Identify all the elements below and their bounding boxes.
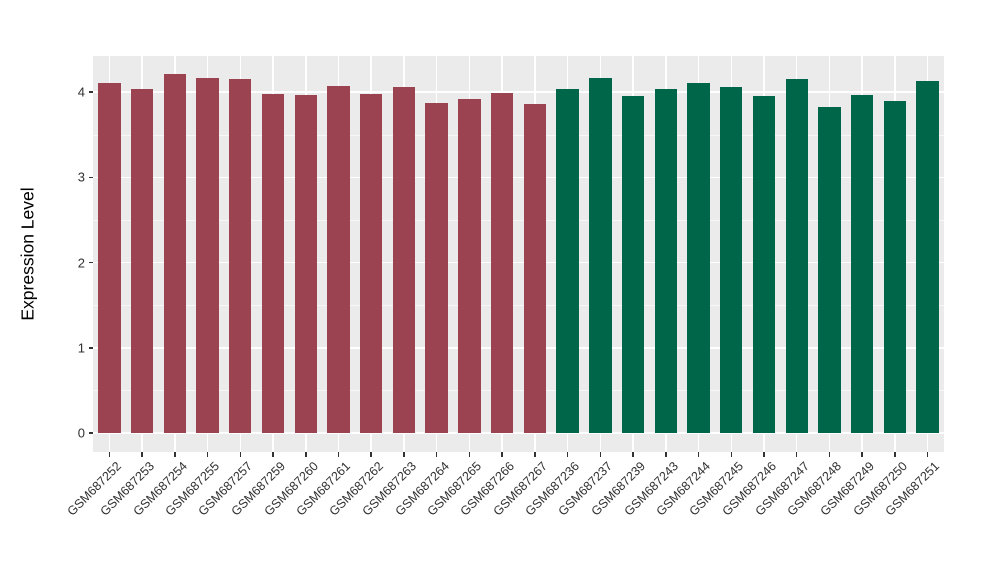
x-tick-GSM687261 xyxy=(337,452,340,457)
x-tick-GSM687264 xyxy=(435,452,438,457)
x-tick-GSM687259 xyxy=(272,452,274,457)
bar-GSM687237 xyxy=(589,77,612,433)
gridline-minor-3.5 xyxy=(93,134,944,136)
x-tick-GSM687265 xyxy=(468,452,471,457)
x-tick-GSM687243 xyxy=(665,452,667,457)
y-tick-label-3: 3 xyxy=(77,169,85,185)
bar-GSM687253 xyxy=(130,89,154,433)
y-tick-1 xyxy=(88,347,93,349)
bar-GSM687259 xyxy=(261,93,285,433)
y-tick-label-2: 2 xyxy=(77,255,85,270)
x-tick-GSM687248 xyxy=(828,452,831,457)
bar-GSM687261 xyxy=(327,86,350,433)
bar-GSM687247 xyxy=(785,79,808,433)
bar-GSM687263 xyxy=(392,86,416,433)
gridline-minor-0.5 xyxy=(93,390,944,392)
x-tick-GSM687236 xyxy=(566,452,569,457)
y-tick-label-4: 4 xyxy=(77,84,85,100)
x-tick-GSM687253 xyxy=(141,452,143,457)
bar-GSM687262 xyxy=(360,93,383,433)
bar-GSM687264 xyxy=(425,103,448,433)
x-tick-GSM687252 xyxy=(108,452,111,457)
y-tick-4 xyxy=(88,91,93,93)
bar-GSM687246 xyxy=(752,96,776,433)
gridline-major-2 xyxy=(93,261,944,264)
x-tick-GSM687249 xyxy=(861,452,863,457)
y-tick-2 xyxy=(88,261,93,264)
x-tick-GSM687239 xyxy=(632,452,634,457)
bar-GSM687266 xyxy=(490,92,514,433)
y-tick-0 xyxy=(88,432,93,434)
x-tick-GSM687251 xyxy=(926,452,929,457)
gridline-major-0 xyxy=(93,432,944,434)
y-axis-title: Expression Level xyxy=(17,187,38,321)
x-tick-GSM687245 xyxy=(730,452,732,457)
gridline-major-3 xyxy=(93,176,944,178)
bar-GSM687254 xyxy=(163,74,187,433)
bar-GSM687267 xyxy=(523,103,547,433)
y-tick-3 xyxy=(88,176,93,178)
x-tick-GSM687263 xyxy=(403,452,405,457)
bar-GSM687249 xyxy=(850,95,874,433)
gridline-major-1 xyxy=(93,347,944,349)
bar-GSM687236 xyxy=(556,88,579,433)
x-tick-GSM687237 xyxy=(599,452,602,457)
x-tick-GSM687257 xyxy=(239,452,242,457)
x-tick-GSM687244 xyxy=(697,452,700,457)
x-tick-GSM687260 xyxy=(305,452,307,457)
bar-GSM687248 xyxy=(818,107,841,433)
x-tick-GSM687262 xyxy=(370,452,372,457)
bar-GSM687260 xyxy=(294,94,317,433)
y-tick-label-0: 0 xyxy=(77,425,85,441)
gridline-minor-2.5 xyxy=(93,219,944,221)
x-tick-GSM687267 xyxy=(534,452,536,457)
x-tick-GSM687254 xyxy=(174,452,176,457)
bar-GSM687252 xyxy=(98,83,121,433)
bar-GSM687257 xyxy=(229,79,252,433)
y-tick-label-1: 1 xyxy=(77,340,85,356)
gridline-minor-1.5 xyxy=(93,305,944,307)
bar-GSM687243 xyxy=(654,89,677,433)
gridline-major-4 xyxy=(93,91,944,93)
bar-GSM687255 xyxy=(196,78,219,433)
bar-GSM687265 xyxy=(458,98,481,433)
x-tick-GSM687247 xyxy=(795,452,798,457)
x-tick-GSM687250 xyxy=(894,452,896,457)
x-tick-GSM687266 xyxy=(501,452,503,457)
x-tick-GSM687246 xyxy=(763,452,765,457)
plot-panel xyxy=(93,56,944,452)
bar-GSM687251 xyxy=(916,80,939,433)
bar-GSM687245 xyxy=(720,86,743,433)
bar-GSM687239 xyxy=(621,96,645,433)
bar-GSM687244 xyxy=(687,83,710,433)
bar-GSM687250 xyxy=(883,100,907,433)
x-tick-GSM687255 xyxy=(206,452,209,457)
